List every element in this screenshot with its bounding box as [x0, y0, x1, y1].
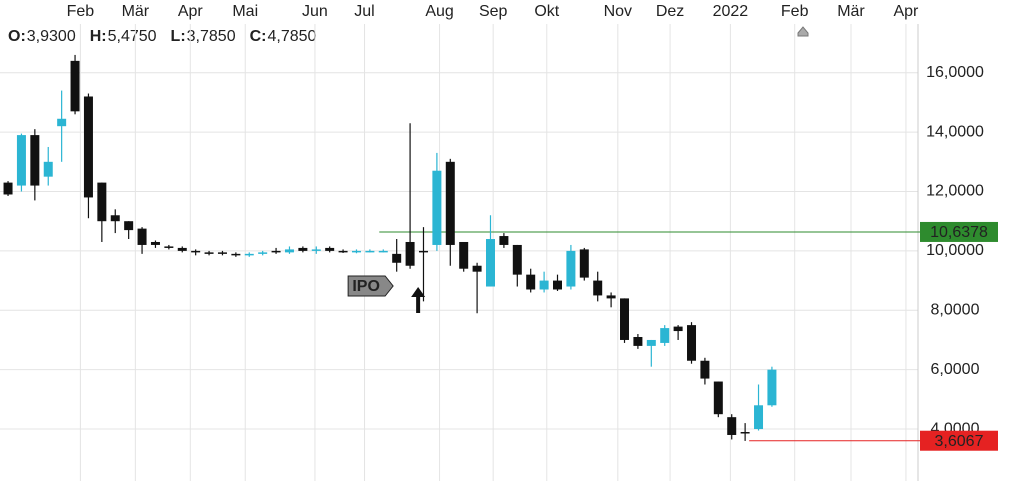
- candle-body: [325, 247, 335, 251]
- x-tick-label: Mär: [837, 3, 865, 20]
- candle-body: [727, 417, 737, 435]
- candle-body: [378, 250, 388, 253]
- level-box: [920, 221, 998, 242]
- annotation-arrow: [411, 287, 426, 313]
- candle-body: [30, 135, 40, 186]
- candle-body: [284, 249, 294, 253]
- candle-body: [271, 250, 281, 253]
- x-tick-label: Feb: [781, 3, 809, 20]
- x-tick-label: Okt: [534, 3, 559, 20]
- ohlc-header: O: 3,9300 H: 5,4750 L: 3,7850 C: 4,7850: [8, 28, 317, 45]
- x-tick-label: Nov: [604, 3, 632, 20]
- x-tick-label: 2022: [713, 3, 749, 20]
- y-tick-label: 8,0000: [931, 301, 980, 318]
- annotation-box: [347, 275, 394, 297]
- candle-body: [673, 326, 683, 332]
- candle-body: [459, 241, 469, 269]
- header-value: 4,7850: [267, 28, 316, 45]
- candle-body: [97, 182, 107, 222]
- annotation-text: IPO: [352, 278, 380, 295]
- candle-body: [217, 252, 227, 254]
- candle-body: [43, 161, 53, 177]
- candle-body: [16, 135, 26, 186]
- header-label: H:: [90, 28, 107, 45]
- x-tick-label: Sep: [479, 3, 508, 20]
- header-label: L:: [171, 28, 186, 45]
- candle-body: [124, 221, 134, 231]
- candle-body: [57, 118, 67, 127]
- candle-body: [553, 280, 563, 290]
- candle-body: [754, 405, 764, 430]
- candle-body: [258, 252, 268, 254]
- candle-body: [713, 381, 723, 415]
- x-tick-label: Dez: [656, 3, 684, 20]
- candle-body: [70, 60, 80, 112]
- candle-body: [110, 215, 120, 222]
- y-tick-label: 10,0000: [926, 242, 984, 259]
- candle-body: [633, 336, 643, 346]
- header-value: 3,9300: [27, 28, 76, 45]
- candle-body: [177, 247, 187, 251]
- header-label: C:: [250, 28, 267, 45]
- candle-body: [593, 280, 603, 296]
- candle-body: [83, 96, 93, 198]
- x-tick-label: Apr: [178, 3, 204, 20]
- level-label: 10,6378: [930, 224, 988, 241]
- candle-body: [606, 295, 616, 299]
- header-value: 5,4750: [108, 28, 157, 45]
- candle-body: [432, 170, 442, 245]
- scroll-icon[interactable]: [797, 26, 809, 37]
- candle-body: [164, 246, 174, 248]
- y-tick-label: 6,0000: [931, 361, 980, 378]
- header-label: O:: [8, 28, 26, 45]
- y-tick-label: 12,0000: [926, 183, 984, 200]
- candle-body: [405, 241, 415, 266]
- x-tick-label: Jun: [302, 3, 328, 20]
- candle-body: [191, 250, 201, 253]
- level-box: [920, 430, 998, 451]
- x-tick-label: Mai: [232, 3, 258, 20]
- y-tick-label: 14,0000: [926, 123, 984, 140]
- candle-body: [512, 244, 522, 275]
- candle-body: [231, 253, 241, 256]
- candle-body: [298, 247, 308, 251]
- candle-body: [137, 228, 147, 245]
- candle-body: [351, 250, 361, 253]
- candle-body: [566, 250, 576, 287]
- candle-body: [646, 339, 656, 346]
- header-value: 3,7850: [187, 28, 236, 45]
- candle-body: [687, 325, 697, 361]
- candle-body: [767, 369, 777, 406]
- x-tick-label: Feb: [67, 3, 95, 20]
- candle-body: [392, 253, 402, 263]
- level-label: 3,6067: [935, 433, 984, 450]
- y-tick-label: 16,0000: [926, 64, 984, 81]
- candle-body: [204, 252, 214, 254]
- candle-body: [526, 274, 536, 290]
- candle-body: [740, 432, 750, 434]
- candle-body: [700, 360, 710, 379]
- candle-body: [311, 249, 321, 251]
- x-tick-label: Apr: [893, 3, 919, 20]
- x-tick-label: Jul: [354, 3, 374, 20]
- candle-body: [150, 241, 160, 245]
- candle-body: [3, 182, 13, 195]
- candle-body: [418, 250, 428, 253]
- candle-body: [472, 265, 482, 272]
- candle-body: [660, 328, 670, 343]
- candle-body: [365, 250, 375, 253]
- x-tick-label: Aug: [425, 3, 453, 20]
- x-tick-label: Mär: [122, 3, 150, 20]
- candle-body: [579, 249, 589, 278]
- candle-body: [539, 280, 549, 290]
- candle-body: [244, 253, 254, 256]
- candle-body: [499, 236, 509, 245]
- candle-body: [485, 239, 495, 287]
- candle-body: [445, 161, 455, 245]
- candle-body: [620, 298, 630, 340]
- candle-body: [338, 250, 348, 253]
